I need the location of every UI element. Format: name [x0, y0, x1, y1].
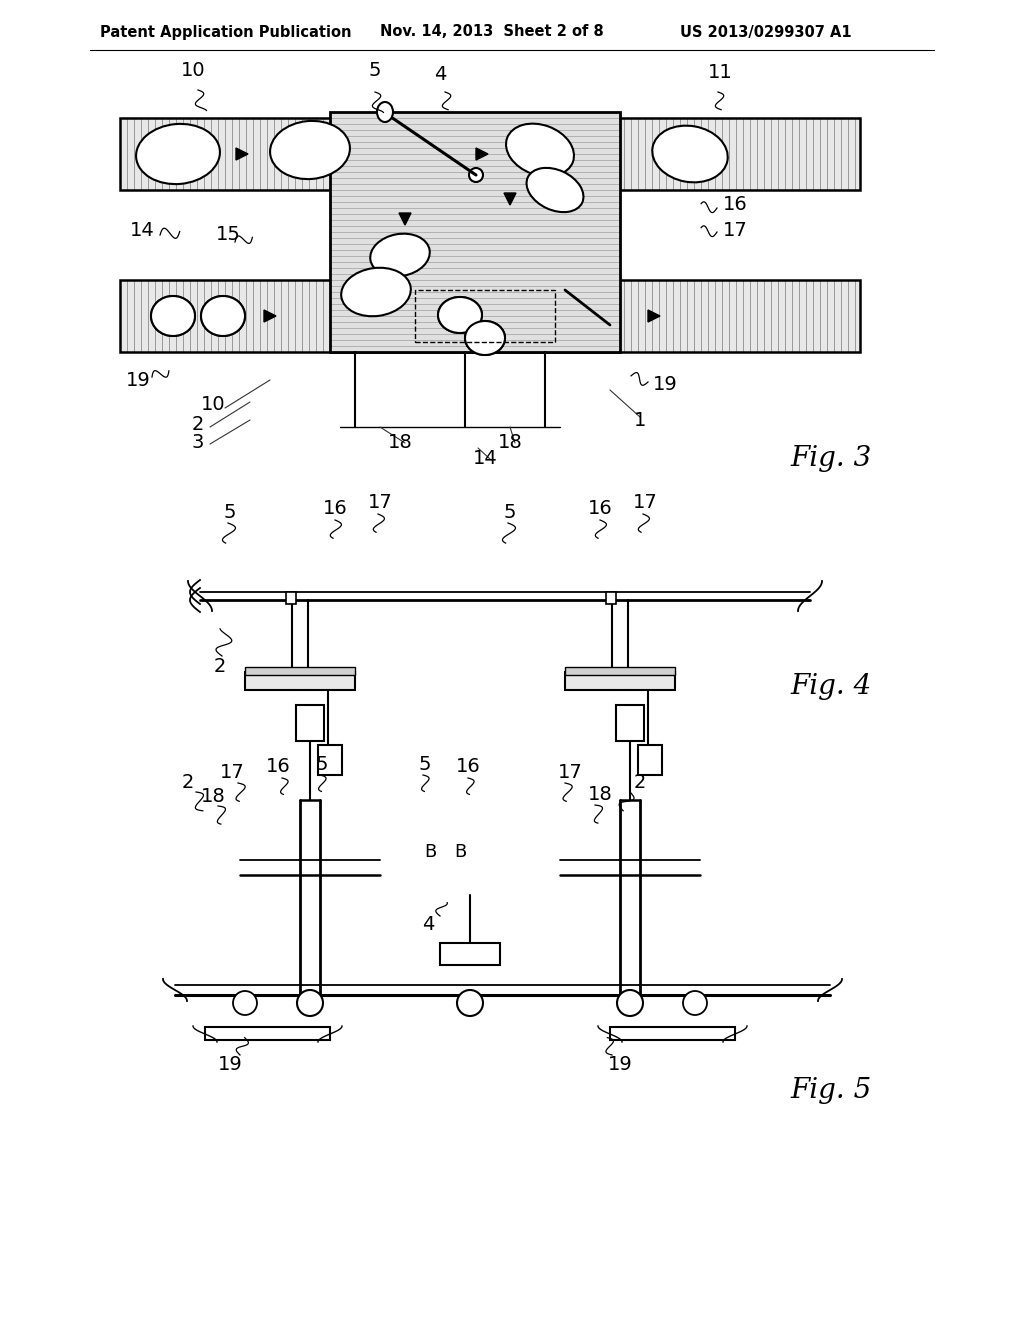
Text: US 2013/0299307 A1: US 2013/0299307 A1 [680, 25, 852, 40]
Text: 19: 19 [652, 375, 677, 395]
Text: B: B [424, 843, 436, 861]
Ellipse shape [341, 268, 411, 317]
Text: 18: 18 [201, 787, 225, 805]
Ellipse shape [683, 991, 707, 1015]
Text: 18: 18 [498, 433, 522, 451]
Text: 2: 2 [214, 656, 226, 676]
Ellipse shape [377, 102, 393, 121]
Polygon shape [399, 213, 411, 224]
Text: Nov. 14, 2013  Sheet 2 of 8: Nov. 14, 2013 Sheet 2 of 8 [380, 25, 604, 40]
Ellipse shape [136, 124, 220, 183]
Bar [205, 1027, 330, 1040]
Text: 17: 17 [368, 492, 392, 511]
Ellipse shape [652, 125, 728, 182]
Bar [245, 667, 355, 675]
Text: 16: 16 [723, 195, 748, 214]
Text: Fig. 5: Fig. 5 [790, 1077, 871, 1104]
Text: 17: 17 [633, 492, 657, 511]
Text: 19: 19 [126, 371, 151, 389]
Ellipse shape [201, 296, 245, 337]
Ellipse shape [465, 321, 505, 355]
Text: Fig. 3: Fig. 3 [790, 445, 871, 471]
Bar [120, 280, 860, 352]
Bar [440, 942, 500, 965]
Text: 5: 5 [224, 503, 237, 521]
Ellipse shape [201, 296, 245, 337]
Ellipse shape [526, 168, 584, 213]
Text: 2: 2 [634, 772, 646, 792]
Bar [120, 117, 860, 190]
Text: 2: 2 [182, 774, 195, 792]
Text: 4: 4 [422, 915, 434, 933]
Text: 16: 16 [265, 758, 291, 776]
Text: 1: 1 [634, 411, 646, 429]
Text: 2: 2 [191, 416, 204, 434]
Bar [318, 744, 342, 775]
Ellipse shape [617, 990, 643, 1016]
Ellipse shape [297, 990, 323, 1016]
Text: 10: 10 [201, 396, 225, 414]
Bar [286, 591, 296, 605]
Text: 10: 10 [180, 61, 206, 79]
Bar [565, 672, 675, 690]
Text: 18: 18 [588, 784, 612, 804]
Polygon shape [504, 193, 516, 205]
Ellipse shape [233, 991, 257, 1015]
Bar [616, 705, 644, 741]
Text: Fig. 4: Fig. 4 [790, 672, 871, 700]
Bar [606, 591, 616, 605]
Text: 16: 16 [456, 758, 480, 776]
Text: 19: 19 [607, 1056, 633, 1074]
Ellipse shape [465, 321, 505, 355]
Text: B: B [454, 843, 466, 861]
Text: Patent Application Publication: Patent Application Publication [100, 25, 351, 40]
Bar [245, 672, 355, 690]
Ellipse shape [469, 168, 483, 182]
Bar [120, 280, 860, 352]
Ellipse shape [270, 121, 350, 180]
Bar [330, 112, 620, 352]
Text: 17: 17 [723, 220, 748, 239]
Text: 17: 17 [219, 763, 245, 783]
Text: 5: 5 [419, 755, 431, 774]
Text: 5: 5 [369, 61, 381, 79]
Bar [296, 705, 324, 741]
Bar [415, 290, 555, 342]
Text: 16: 16 [588, 499, 612, 517]
Ellipse shape [438, 297, 482, 333]
Ellipse shape [151, 296, 195, 337]
Ellipse shape [457, 990, 483, 1016]
Polygon shape [236, 148, 248, 160]
Text: 17: 17 [558, 763, 583, 781]
Ellipse shape [506, 124, 574, 177]
Polygon shape [648, 310, 660, 322]
Text: 19: 19 [218, 1056, 243, 1074]
Text: 5: 5 [504, 503, 516, 521]
Bar [565, 667, 675, 675]
Text: 14: 14 [473, 449, 498, 467]
Ellipse shape [371, 234, 430, 276]
Text: 4: 4 [434, 66, 446, 84]
Text: 14: 14 [130, 220, 155, 239]
Bar [610, 1027, 735, 1040]
Text: 11: 11 [708, 62, 732, 82]
Bar [120, 117, 860, 190]
Polygon shape [476, 148, 488, 160]
Ellipse shape [151, 296, 195, 337]
Bar [330, 112, 620, 352]
Text: 16: 16 [323, 499, 347, 517]
Ellipse shape [438, 297, 482, 333]
Text: 18: 18 [388, 433, 413, 451]
Text: 15: 15 [216, 226, 241, 244]
Bar [638, 744, 662, 775]
Polygon shape [264, 310, 276, 322]
Text: 5: 5 [315, 755, 329, 774]
Text: 3: 3 [191, 433, 204, 451]
